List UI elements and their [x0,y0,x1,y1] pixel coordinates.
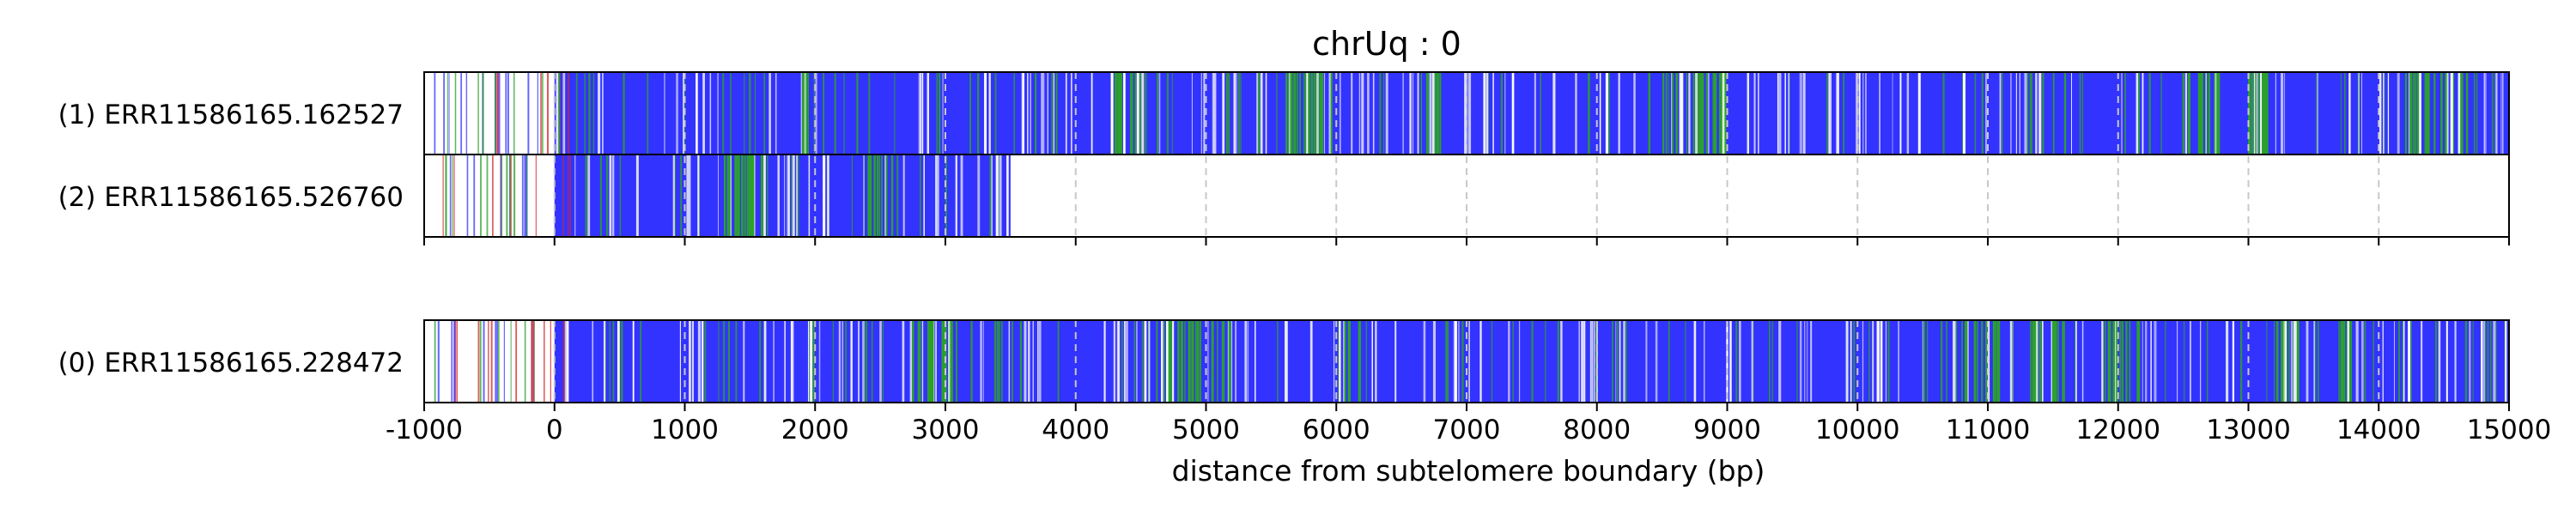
tick-label: 0 [546,415,563,445]
tick-label: 11000 [1946,415,2031,445]
tick-label: 12000 [2075,415,2160,445]
alignment-block [554,154,1011,237]
track-label: (0) ERR11586165.228472 [58,348,404,379]
x-axis: -1000 0 1000 2000 3000 4000 5000 6000 7000 8000 90… [386,415,2551,445]
track-group-0: (1) ERR11586165.162527 (2) ERR11586165.52… [58,71,2510,245]
tick-label: 10000 [1815,415,1900,445]
tick-label: 2000 [781,415,849,445]
tick-label: 3000 [912,415,980,445]
tick-label: 9000 [1693,415,1761,445]
tick-label: 6000 [1303,415,1370,445]
tick-label: 8000 [1563,415,1631,445]
tick-label: 1000 [651,415,719,445]
read-track: (0) ERR11586165.228472 [58,320,2509,403]
tracks-layer: (1) ERR11586165.162527 (2) ERR11586165.52… [58,71,2510,411]
tick-label: 13000 [2206,415,2291,445]
chart-title: chrUq : 0 [1312,25,1461,63]
tick-label: -1000 [386,415,463,445]
tick-label: 5000 [1172,415,1240,445]
track-label: (1) ERR11586165.162527 [58,100,404,130]
read-track: (1) ERR11586165.162527 [58,72,2509,154]
tick-label: 7000 [1433,415,1501,445]
track-group-1: (0) ERR11586165.228472 [58,319,2510,411]
track-label: (2) ERR11586165.526760 [58,182,404,213]
tick-label: 15000 [2467,415,2552,445]
tick-label: 14000 [2336,415,2421,445]
tick-label: 4000 [1042,415,1109,445]
read-track: (2) ERR11586165.526760 [58,154,2509,237]
x-axis-label: distance from subtelomere boundary (bp) [1172,454,1765,488]
